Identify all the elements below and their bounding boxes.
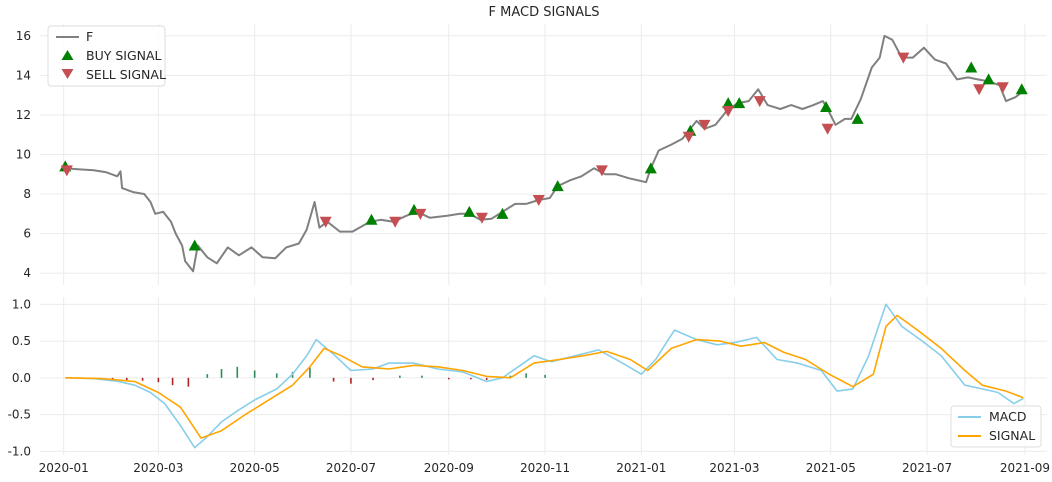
buy-signal-marker — [365, 213, 378, 225]
buy-signal-marker — [820, 101, 833, 113]
buy-signal-marker — [965, 61, 978, 73]
x-tick-label: 2021-01 — [616, 461, 666, 475]
top-y-tick-label: 6 — [23, 227, 31, 241]
macd-panel-series — [65, 303, 1024, 449]
top-y-tick-label: 14 — [16, 68, 31, 82]
x-tick-label: 2020-05 — [230, 461, 280, 475]
top-y-tick-label: 4 — [23, 266, 31, 280]
sell-signal-marker — [532, 194, 545, 206]
bottom-y-tick-label: 0.0 — [12, 371, 31, 385]
sell-signal-marker — [722, 106, 735, 117]
buy-signal-marker — [982, 73, 995, 85]
price-legend: F BUY SIGNAL SELL SIGNAL — [47, 25, 166, 87]
legend-label-macd: MACD — [989, 409, 1026, 424]
legend-label-price: F — [86, 29, 93, 44]
x-tick-label: 2021-03 — [709, 461, 759, 475]
buy-signal-marker — [1015, 83, 1028, 95]
histogram-bar — [485, 377, 488, 381]
histogram-bar — [421, 375, 423, 378]
histogram-bar — [111, 377, 114, 380]
sell-signal-marker — [698, 119, 711, 131]
histogram-bar — [372, 377, 374, 381]
legend-swatch-sell — [61, 69, 74, 79]
x-tick-label: 2020-11 — [520, 461, 570, 475]
histogram-bar — [332, 377, 335, 382]
legend-label-sell: SELL SIGNAL — [86, 67, 166, 82]
histogram-bar — [470, 377, 472, 380]
histogram-bar — [157, 377, 160, 383]
sell-signal-marker — [414, 208, 427, 220]
histogram-bar — [220, 369, 223, 378]
x-tick-label: 2020-03 — [133, 461, 183, 475]
legend-label-buy: BUY SIGNAL — [86, 48, 162, 63]
histogram-bar — [509, 375, 512, 378]
macd-legend: MACD SIGNAL — [950, 405, 1042, 448]
bottom-y-tick-label: 0.5 — [12, 334, 31, 348]
sell-signal-marker — [60, 165, 73, 177]
sell-signal-marker — [996, 82, 1009, 94]
histogram-bar — [206, 374, 209, 378]
x-tick-label: 2020-07 — [326, 461, 376, 475]
legend-swatch-buy — [61, 50, 74, 60]
buy-signal-marker — [188, 239, 201, 251]
histogram-bar — [544, 374, 546, 378]
bottom-y-tick-label: -0.5 — [8, 408, 31, 422]
bottom-y-tick-label: -1.0 — [8, 444, 31, 458]
histogram-bar — [350, 377, 352, 384]
histogram-bar — [525, 373, 527, 378]
sell-signal-marker — [319, 216, 332, 228]
histogram-bar — [275, 373, 278, 378]
macd-line — [65, 303, 1024, 449]
sell-signal-marker — [897, 52, 910, 64]
price-panel-series — [59, 34, 1028, 273]
sell-signal-marker — [595, 165, 608, 177]
sell-signal-marker — [682, 131, 695, 143]
x-tick-label: 2020-09 — [424, 461, 474, 475]
buy-signal-marker — [644, 162, 657, 174]
histogram-bar — [236, 366, 239, 378]
x-tick-label: 2021-07 — [902, 461, 952, 475]
histogram-bar — [253, 370, 256, 378]
histogram-bar — [309, 367, 311, 378]
buy-signal-marker — [722, 97, 735, 109]
buy-signal-marker — [851, 112, 864, 124]
x-tick-label: 2020-01 — [39, 461, 89, 475]
buy-signal-marker — [496, 207, 509, 219]
x-tick-label: 2021-05 — [806, 461, 856, 475]
price-panel-y-ticks: 4 6 8 10 12 14 16 — [16, 29, 31, 280]
buy-signal-marker — [463, 205, 476, 217]
histogram-bar — [399, 375, 401, 378]
histogram-bar — [447, 377, 450, 380]
sell-signal-marker — [389, 216, 402, 228]
price-line — [65, 34, 1024, 273]
price-legend-box — [47, 25, 166, 87]
price-panel-grid — [40, 24, 1047, 285]
top-y-tick-label: 10 — [16, 148, 31, 162]
macd-histogram — [111, 366, 546, 387]
macd-panel-y-ticks: -1.0 -0.5 0.0 0.5 1.0 — [8, 297, 31, 458]
top-y-tick-label: 12 — [16, 108, 31, 122]
top-y-tick-label: 8 — [23, 187, 31, 201]
macd-panel-grid — [40, 297, 1047, 455]
buy-signal-marker — [733, 97, 746, 109]
sell-signal-marker — [973, 84, 986, 96]
histogram-bar — [187, 377, 190, 387]
histogram-bar — [141, 377, 144, 381]
buy-signal-marker — [551, 180, 564, 192]
x-tick-label: 2021-09 — [1000, 461, 1050, 475]
top-y-tick-label: 16 — [16, 29, 31, 43]
bottom-y-tick-label: 1.0 — [12, 297, 31, 311]
sell-signal-marker — [475, 212, 488, 224]
sell-signal-marker — [753, 96, 766, 108]
histogram-bar — [171, 377, 174, 386]
legend-label-signal: SIGNAL — [989, 428, 1035, 443]
sell-signal-marker — [821, 123, 834, 135]
signal-line — [65, 314, 1024, 439]
chart-title: F MACD SIGNALS — [489, 5, 600, 20]
x-axis-ticks: 2020-01 2020-03 2020-05 2020-07 2020-09 2020-… — [39, 461, 1050, 475]
histogram-bar — [126, 377, 128, 381]
